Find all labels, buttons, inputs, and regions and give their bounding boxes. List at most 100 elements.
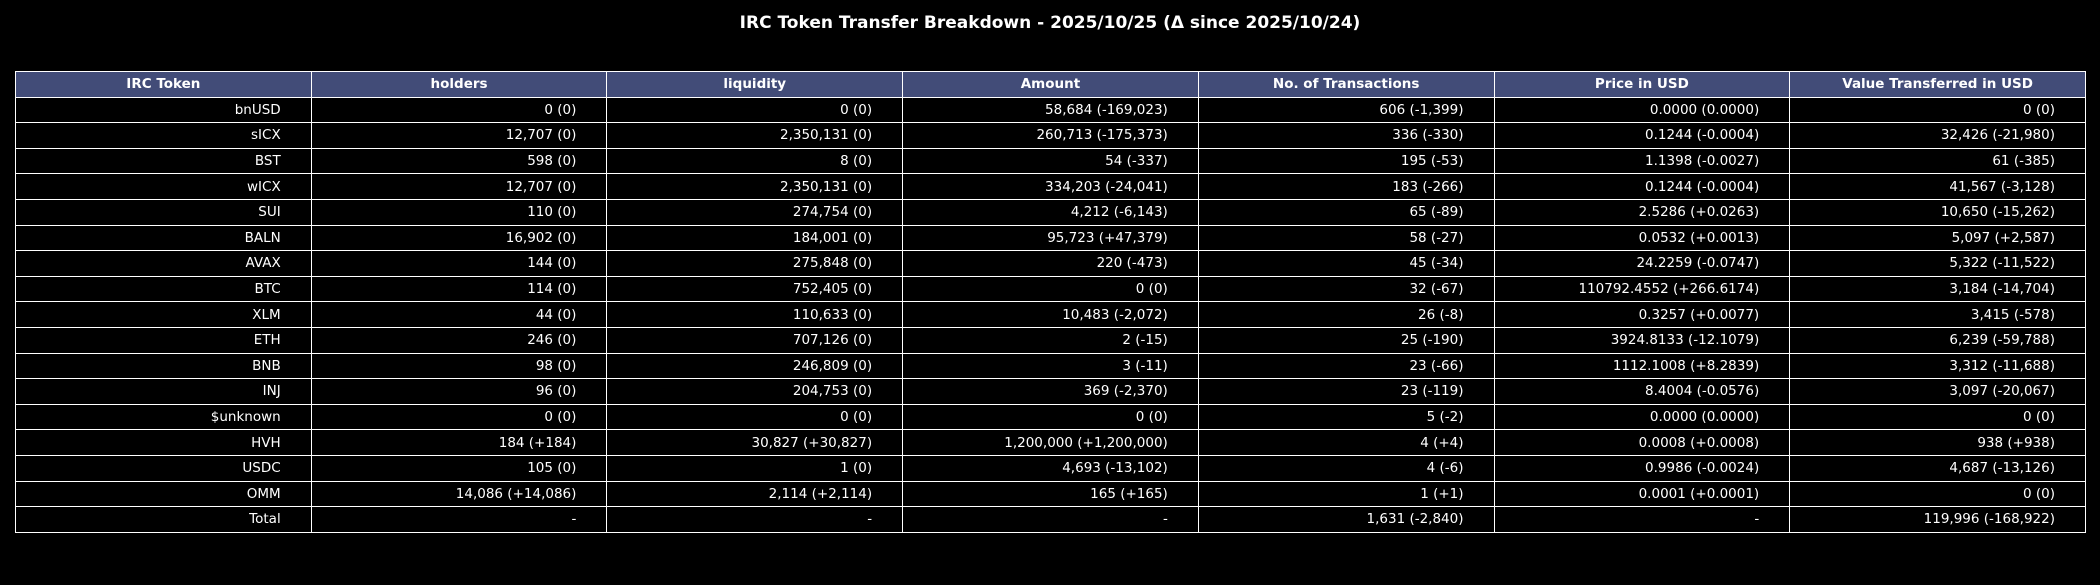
cell-no-of-transactions: 23 (-119): [1197, 378, 1495, 405]
cell-price-in-usd: 2.5286 (+0.0263): [1493, 198, 1791, 226]
cell-no-of-transactions: 336 (-330): [1197, 122, 1495, 149]
cell-amount: 0 (0): [902, 403, 1199, 431]
cell-amount: 95,723 (+47,379): [902, 224, 1199, 252]
table-row: AVAX 144 (0) 275,848 (0) 220 (-473) 45 (-34)…: [15, 250, 2086, 277]
cell-price-in-usd: 0.1244 (-0.0004): [1493, 122, 1791, 149]
cell-value-transferred-in-usd: 61 (-385): [1789, 147, 2086, 175]
cell-irc-token: wICX: [15, 173, 312, 200]
cell-value-transferred-in-usd: 119,996 (-168,922): [1789, 506, 2086, 533]
cell-liquidity: 2,114 (+2,114): [606, 480, 904, 508]
cell-liquidity: 2,350,131 (0): [606, 122, 904, 149]
cell-holders: 184 (+184): [310, 429, 608, 456]
cell-value-transferred-in-usd: 3,312 (-11,688): [1789, 352, 2086, 380]
header-row: IRC Token holders liquidity Amount No. of Tr…: [15, 71, 2086, 98]
cell-holders: 96 (0): [310, 378, 608, 405]
cell-value-transferred-in-usd: 0 (0): [1789, 480, 2086, 508]
cell-liquidity: 0 (0): [606, 96, 904, 124]
cell-liquidity: 184,001 (0): [606, 224, 904, 252]
table-row: BTC 114 (0) 752,405 (0) 0 (0) 32 (-67) 110792…: [15, 275, 2086, 303]
cell-liquidity: 752,405 (0): [606, 275, 904, 303]
cell-irc-token: OMM: [15, 480, 312, 508]
cell-no-of-transactions: 25 (-190): [1197, 326, 1495, 354]
cell-liquidity: 274,754 (0): [606, 198, 904, 226]
cell-price-in-usd: 0.0532 (+0.0013): [1493, 224, 1791, 252]
cell-irc-token: SUI: [15, 198, 312, 226]
table-row: Total - - -1,631 (-2,840) -119,996 (-168,922…: [15, 506, 2086, 533]
cell-value-transferred-in-usd: 41,567 (-3,128): [1789, 173, 2086, 200]
cell-no-of-transactions: 65 (-89): [1197, 198, 1495, 226]
cell-amount: 1,200,000 (+1,200,000): [902, 429, 1199, 456]
cell-irc-token: sICX: [15, 122, 312, 149]
cell-no-of-transactions: 5 (-2): [1197, 403, 1495, 431]
cell-liquidity: 2,350,131 (0): [606, 173, 904, 200]
column-header-liquidity: liquidity: [606, 71, 904, 98]
cell-holders: 98 (0): [310, 352, 608, 380]
cell-no-of-transactions: 58 (-27): [1197, 224, 1495, 252]
cell-irc-token: ETH: [15, 326, 312, 354]
cell-holders: 16,902 (0): [310, 224, 608, 252]
cell-holders: 110 (0): [310, 198, 608, 226]
cell-irc-token: bnUSD: [15, 96, 312, 124]
cell-value-transferred-in-usd: 938 (+938): [1789, 429, 2086, 456]
cell-amount: 10,483 (-2,072): [902, 301, 1199, 328]
cell-price-in-usd: 110792.4552 (+266.6174): [1493, 275, 1791, 303]
cell-no-of-transactions: 195 (-53): [1197, 147, 1495, 175]
cell-holders: 12,707 (0): [310, 173, 608, 200]
table-row: BNB 98 (0) 246,809 (0) 3 (-11) 23 (-66) 1112.…: [15, 352, 2086, 380]
cell-value-transferred-in-usd: 0 (0): [1789, 96, 2086, 124]
cell-irc-token: BST: [15, 147, 312, 175]
cell-value-transferred-in-usd: 4,687 (-13,126): [1789, 454, 2086, 482]
cell-amount: 0 (0): [902, 275, 1199, 303]
column-header-price-in-usd: Price in USD: [1493, 71, 1791, 98]
cell-price-in-usd: 0.9986 (-0.0024): [1493, 454, 1791, 482]
table-row: SUI 110 (0) 274,754 (0) 4,212 (-6,143) 65 (-…: [15, 198, 2086, 226]
chart-title: IRC Token Transfer Breakdown - 2025/10/2…: [739, 13, 1361, 33]
cell-amount: 260,713 (-175,373): [902, 122, 1199, 149]
cell-price-in-usd: 3924.8133 (-12.1079): [1493, 326, 1791, 354]
column-header-amount: Amount: [902, 71, 1199, 98]
data-table: IRC Token holders liquidity Amount No. of Tr…: [15, 71, 2086, 533]
cell-holders: 12,707 (0): [310, 122, 608, 149]
cell-amount: 334,203 (-24,041): [902, 173, 1199, 200]
cell-liquidity: 0 (0): [606, 403, 904, 431]
cell-value-transferred-in-usd: 6,239 (-59,788): [1789, 326, 2086, 354]
cell-no-of-transactions: 45 (-34): [1197, 250, 1495, 277]
cell-price-in-usd: 0.0001 (+0.0001): [1493, 480, 1791, 508]
cell-price-in-usd: 0.0008 (+0.0008): [1493, 429, 1791, 456]
cell-liquidity: 246,809 (0): [606, 352, 904, 380]
cell-liquidity: 8 (0): [606, 147, 904, 175]
cell-holders: 0 (0): [310, 403, 608, 431]
cell-price-in-usd: 1112.1008 (+8.2839): [1493, 352, 1791, 380]
cell-irc-token: BTC: [15, 275, 312, 303]
cell-no-of-transactions: 1,631 (-2,840): [1197, 506, 1495, 533]
cell-irc-token: $unknown: [15, 403, 312, 431]
cell-price-in-usd: 0.3257 (+0.0077): [1493, 301, 1791, 328]
cell-irc-token: BNB: [15, 352, 312, 380]
cell-irc-token: AVAX: [15, 250, 312, 277]
cell-no-of-transactions: 23 (-66): [1197, 352, 1495, 380]
cell-holders: 14,086 (+14,086): [310, 480, 608, 508]
table-row: HVH 184 (+184) 30,827 (+30,827) 1,200,000 (…: [15, 429, 2086, 456]
table-row: bnUSD 0 (0) 0 (0) 58,684 (-169,023) 606 (-1,…: [15, 96, 2086, 124]
cell-price-in-usd: 0.0000 (0.0000): [1493, 403, 1791, 431]
table-row: wICX 12,707 (0) 2,350,131 (0) 334,203 (-24,…: [15, 173, 2086, 200]
column-header-no-of-transactions: No. of Transactions: [1197, 71, 1495, 98]
cell-liquidity: 1 (0): [606, 454, 904, 482]
table-row: $unknown 0 (0) 0 (0) 0 (0) 5 (-2) 0.0000 (0.0…: [15, 403, 2086, 431]
cell-no-of-transactions: 32 (-67): [1197, 275, 1495, 303]
cell-value-transferred-in-usd: 10,650 (-15,262): [1789, 198, 2086, 226]
cell-price-in-usd: 0.1244 (-0.0004): [1493, 173, 1791, 200]
cell-irc-token: INJ: [15, 378, 312, 405]
cell-holders: 114 (0): [310, 275, 608, 303]
cell-liquidity: 204,753 (0): [606, 378, 904, 405]
cell-amount: 58,684 (-169,023): [902, 96, 1199, 124]
table-row: INJ 96 (0) 204,753 (0) 369 (-2,370) 23 (-119…: [15, 378, 2086, 405]
cell-value-transferred-in-usd: 0 (0): [1789, 403, 2086, 431]
cell-value-transferred-in-usd: 3,415 (-578): [1789, 301, 2086, 328]
cell-holders: -: [310, 506, 608, 533]
cell-value-transferred-in-usd: 3,097 (-20,067): [1789, 378, 2086, 405]
cell-amount: 2 (-15): [902, 326, 1199, 354]
cell-irc-token: BALN: [15, 224, 312, 252]
table-row: XLM 44 (0) 110,633 (0) 10,483 (-2,072) 26 (-…: [15, 301, 2086, 328]
cell-holders: 44 (0): [310, 301, 608, 328]
